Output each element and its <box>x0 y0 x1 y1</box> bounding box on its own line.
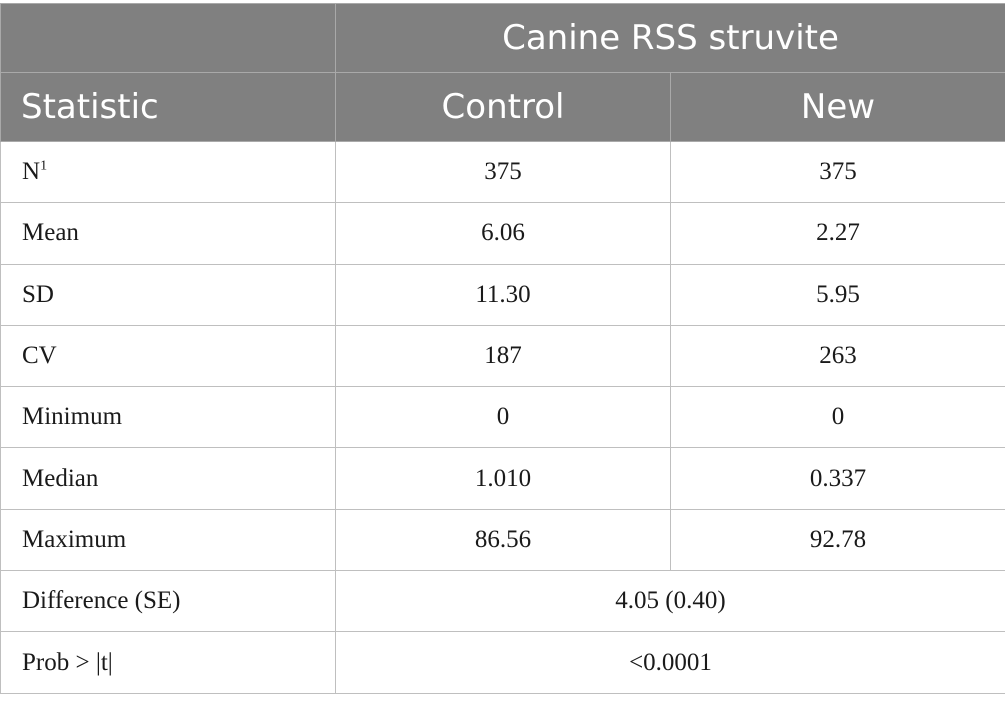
table-row: Prob > |t| <0.0001 <box>0 631 1005 694</box>
table-row: Minimum 0 0 <box>0 386 1005 449</box>
cell-new-n: 375 <box>670 140 1005 204</box>
group-header-canine-rss-struvite: Canine RSS struvite <box>335 3 1005 73</box>
row-label-prob-t: Prob > |t| <box>0 631 336 694</box>
cell-new-cv: 263 <box>670 324 1005 388</box>
row-label-median: Median <box>0 447 336 510</box>
cell-new-mean: 2.27 <box>670 202 1005 265</box>
cell-prob-t: <0.0001 <box>335 631 1005 694</box>
table-row: Median 1.010 0.337 <box>0 447 1005 510</box>
cell-new-maximum: 92.78 <box>670 508 1005 572</box>
table-row: Mean 6.06 2.27 <box>0 202 1005 265</box>
row-label-cv: CV <box>0 324 336 388</box>
row-label-difference-se: Difference (SE) <box>0 570 336 633</box>
cell-control-maximum: 86.56 <box>335 508 671 572</box>
header-column-row: Statistic Control New <box>0 72 1005 142</box>
cell-control-median: 1.010 <box>335 447 671 510</box>
column-header-control: Control <box>335 72 671 142</box>
table-header: Canine RSS struvite Statistic Control Ne… <box>0 3 1005 142</box>
cell-control-cv: 187 <box>335 324 671 388</box>
table-row: Maximum 86.56 92.78 <box>0 508 1005 572</box>
table-row: SD 11.30 5.95 <box>0 263 1005 326</box>
cell-new-minimum: 0 <box>670 386 1005 449</box>
row-label-mean: Mean <box>0 202 336 265</box>
row-label-text: N <box>22 158 41 186</box>
cell-control-sd: 11.30 <box>335 263 671 326</box>
header-empty-cell <box>0 3 336 73</box>
table-body: N1 375 375 Mean 6.06 2.27 SD 11.30 5.95 … <box>0 140 1005 694</box>
column-header-statistic: Statistic <box>0 72 336 142</box>
row-label-maximum: Maximum <box>0 508 336 572</box>
header-group-row: Canine RSS struvite <box>0 3 1005 73</box>
table-row: N1 375 375 <box>0 140 1005 204</box>
column-header-new: New <box>670 72 1005 142</box>
cell-control-minimum: 0 <box>335 386 671 449</box>
cell-difference-se: 4.05 (0.40) <box>335 570 1005 633</box>
row-label-n: N1 <box>0 140 336 204</box>
row-label-minimum: Minimum <box>0 386 336 449</box>
row-label-sd: SD <box>0 263 336 326</box>
cell-control-mean: 6.06 <box>335 202 671 265</box>
cell-new-median: 0.337 <box>670 447 1005 510</box>
cell-new-sd: 5.95 <box>670 263 1005 326</box>
statistics-table: Canine RSS struvite Statistic Control Ne… <box>0 3 1005 694</box>
footnote-marker: 1 <box>40 158 48 174</box>
cell-control-n: 375 <box>335 140 671 204</box>
table-row: Difference (SE) 4.05 (0.40) <box>0 570 1005 633</box>
table-row: CV 187 263 <box>0 324 1005 388</box>
